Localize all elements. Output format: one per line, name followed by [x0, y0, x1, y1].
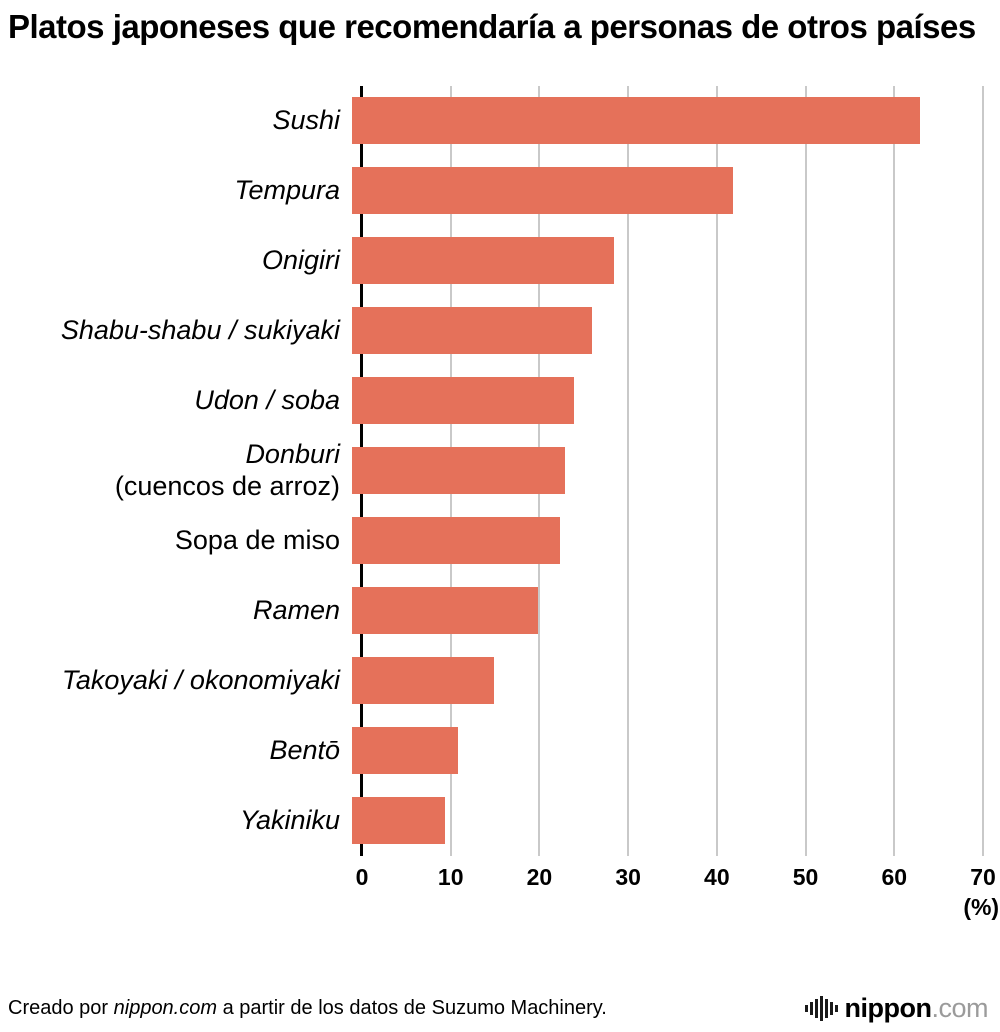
- category-label: Sopa de miso: [174, 524, 340, 555]
- bar-track: [352, 377, 973, 425]
- category-label: Shabu-shabu / sukiyaki: [60, 314, 340, 345]
- nippon-logo: nippon.com: [805, 993, 988, 1024]
- chart-row: Donburi (cuencos de arroz): [0, 436, 1000, 506]
- chart-row: Sushi: [0, 86, 1000, 156]
- category-label: Donburi (cuencos de arroz): [114, 438, 340, 501]
- x-tick-label: 20: [526, 863, 553, 890]
- bar: [352, 97, 920, 145]
- bar: [352, 657, 494, 705]
- gridline: [982, 85, 984, 856]
- bar-chart: Sushi Tempura Onigiri Shabu-shabu / sukiyak…: [0, 85, 1000, 856]
- gridline: [627, 85, 630, 856]
- credit-source: nippon.com: [113, 997, 218, 1019]
- bar: [352, 237, 614, 285]
- x-tick-label: 40: [704, 863, 730, 890]
- credit-line: Creado por nippon.com a partir de los da…: [8, 997, 607, 1020]
- chart-row: Tempura: [0, 156, 1000, 226]
- bar-track: [352, 307, 973, 355]
- bar-track: [352, 237, 973, 285]
- chart-row: Sopa de miso: [0, 506, 1000, 576]
- bar: [352, 587, 539, 635]
- bar: [352, 377, 574, 425]
- logo-com: .com: [931, 993, 988, 1023]
- chart-row: Onigiri: [0, 226, 1000, 296]
- chart-row: Ramen: [0, 576, 1000, 646]
- bar-track: [352, 97, 973, 145]
- gridline: [893, 85, 896, 856]
- logo-text: nippon.com: [844, 993, 989, 1024]
- bar: [352, 727, 459, 775]
- bar: [352, 517, 561, 565]
- x-tick-label: 10: [437, 863, 464, 890]
- chart-row: Bentō: [0, 716, 1000, 786]
- gridline: [715, 85, 718, 856]
- chart-rows: Sushi Tempura Onigiri Shabu-shabu / sukiyak…: [0, 86, 1000, 856]
- credit-prefix: Creado por: [8, 997, 114, 1019]
- category-label: Takoyaki / okonomiyaki: [61, 664, 340, 695]
- bar-track: [352, 587, 973, 635]
- x-tick-label: 50: [792, 863, 819, 890]
- category-label: Sushi: [272, 104, 340, 135]
- x-tick-label: 70: [970, 863, 996, 890]
- chart-row: Shabu-shabu / sukiyaki: [0, 296, 1000, 366]
- x-axis: (%) 0 10 20 30 40 50 60 70: [356, 856, 1000, 922]
- bar-track: [352, 517, 973, 565]
- bar: [352, 307, 592, 355]
- chart-row: Takoyaki / okonomiyaki: [0, 646, 1000, 716]
- x-tick-label: 60: [881, 863, 908, 890]
- category-label: Onigiri: [261, 244, 340, 275]
- x-tick-label: 0: [355, 863, 369, 890]
- chart-title: Platos japoneses que recomendaría a pers…: [8, 8, 976, 45]
- logo-name: nippon: [844, 993, 932, 1023]
- bar-track: [352, 727, 973, 775]
- bar: [352, 447, 565, 495]
- category-label: Udon / soba: [194, 384, 340, 415]
- bar-track: [352, 797, 973, 845]
- chart-row: Udon / soba: [0, 366, 1000, 436]
- category-label: Bentō: [269, 734, 340, 765]
- bar: [352, 797, 446, 845]
- category-label: Yakiniku: [239, 804, 340, 835]
- chart-row: Yakiniku: [0, 786, 1000, 856]
- waveform-icon: [805, 996, 838, 1021]
- category-label: Ramen: [252, 594, 340, 625]
- footer: Creado por nippon.com a partir de los da…: [8, 993, 988, 1024]
- bar: [352, 167, 734, 215]
- credit-suffix: a partir de los datos de Suzumo Machiner…: [217, 997, 607, 1019]
- x-axis-unit: (%): [963, 893, 1000, 920]
- bar-track: [352, 657, 973, 705]
- x-tick-label: 30: [615, 863, 641, 890]
- gridline: [804, 85, 807, 856]
- bar-track: [352, 447, 973, 495]
- category-label: Tempura: [234, 174, 340, 205]
- bar-track: [352, 167, 973, 215]
